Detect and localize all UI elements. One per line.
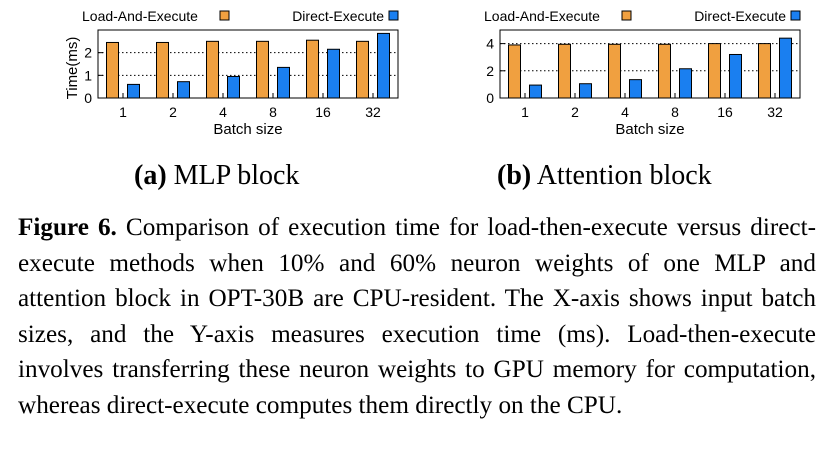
- x-tick-label: 2: [169, 104, 177, 120]
- legend-label: Load-And-Execute: [82, 8, 198, 24]
- chart-mlp-block: 0 1 2 1 2 4 8 16 32 Batch size Time(ms) Load-And-Ex…: [28, 0, 408, 150]
- bar-load-and-execute: [558, 43, 571, 99]
- bar-load-and-execute: [708, 43, 721, 99]
- figure-label: Figure 6.: [18, 214, 117, 241]
- bar-direct-execute: [729, 53, 742, 99]
- bar-load-and-execute: [608, 43, 621, 99]
- y-axis-label: Time(ms): [64, 37, 81, 100]
- plot-frame: [97, 29, 399, 99]
- bar-load-and-execute: [658, 43, 671, 99]
- figure-caption: Figure 6. Comparison of execution time f…: [18, 210, 816, 424]
- x-tick-label: 32: [365, 104, 381, 120]
- bar-load-and-execute: [206, 40, 219, 99]
- bar-load-and-execute: [106, 41, 119, 99]
- y-tick-label: 0: [486, 90, 494, 106]
- legend-swatch-load-and-execute: [621, 10, 632, 21]
- bar-load-and-execute: [758, 43, 771, 99]
- x-tick-label: 8: [671, 104, 679, 120]
- bar-direct-execute: [227, 75, 240, 99]
- x-axis-label: Batch size: [213, 121, 282, 138]
- x-tick-label: 1: [521, 104, 529, 120]
- x-tick-label: 1: [119, 104, 127, 120]
- bar-load-and-execute: [356, 40, 369, 99]
- bar-load-and-execute: [156, 41, 169, 99]
- legend-swatch-direct-execute: [388, 10, 399, 21]
- subcaption-a-text: MLP block: [173, 160, 300, 191]
- chart-svg: 0 1 2 1 2 4 8 16 32 Batch size Time(ms)Load-And-Ex…: [64, 8, 399, 138]
- legend-label: Load-And-Execute: [484, 8, 600, 24]
- bar-load-and-execute: [256, 40, 269, 99]
- bar-load-and-execute: [508, 44, 521, 99]
- subcaption-b-text: Attention block: [536, 160, 712, 191]
- x-tick-label: 2: [571, 104, 579, 120]
- y-tick-label: 2: [486, 63, 494, 79]
- y-tick-label: 0: [84, 90, 92, 106]
- subcaption-a: (a) MLP block: [134, 160, 299, 192]
- x-tick-label: 8: [269, 104, 277, 120]
- subcaption-b: (b) Attention block: [497, 160, 712, 192]
- bar-direct-execute: [127, 83, 140, 99]
- bar-direct-execute: [779, 37, 792, 99]
- y-tick-label: 4: [486, 36, 494, 52]
- plot-frame: [499, 29, 801, 99]
- y-tick-label: 2: [84, 45, 92, 61]
- bar-direct-execute: [529, 84, 542, 99]
- figure-caption-text: Comparison of execution time for load-th…: [18, 214, 816, 419]
- bar-direct-execute: [377, 32, 390, 99]
- bar-direct-execute: [679, 68, 692, 99]
- legend-swatch-direct-execute: [790, 10, 801, 21]
- legend-label: Direct-Execute: [292, 8, 384, 24]
- subcaption-b-label: (b): [497, 160, 532, 191]
- chart-svg: 0 2 4 1 2 4 8 16 32 Batch size Load-And-Execute Dir…: [484, 8, 801, 138]
- chart-attention-block: 0 2 4 1 2 4 8 16 32 Batch size Load-And-Execute Dir…: [430, 0, 810, 150]
- bar-direct-execute: [177, 81, 190, 99]
- x-tick-label: 4: [621, 104, 629, 120]
- x-tick-label: 16: [315, 104, 331, 120]
- bar-direct-execute: [327, 48, 340, 99]
- x-tick-label: 16: [717, 104, 733, 120]
- bar-direct-execute: [629, 79, 642, 99]
- x-tick-label: 32: [767, 104, 783, 120]
- bar-direct-execute: [277, 66, 290, 99]
- subcaption-a-label: (a): [134, 160, 167, 191]
- x-tick-label: 4: [219, 104, 227, 120]
- bar-direct-execute: [579, 83, 592, 99]
- y-tick-label: 1: [84, 67, 92, 83]
- legend-label: Direct-Execute: [694, 8, 786, 24]
- legend-swatch-load-and-execute: [219, 10, 230, 21]
- bar-load-and-execute: [306, 39, 319, 99]
- x-axis-label: Batch size: [615, 121, 684, 138]
